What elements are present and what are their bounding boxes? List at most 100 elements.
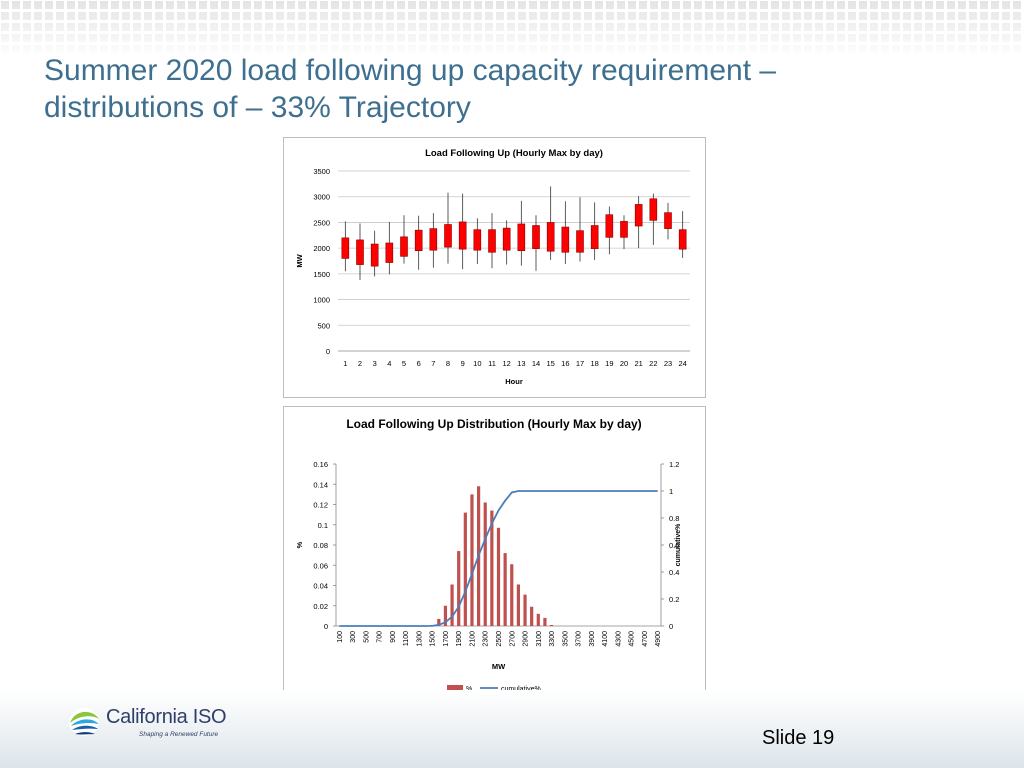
distribution-bar — [530, 606, 534, 626]
x-tick-label: 21 — [634, 359, 642, 368]
candle-body — [590, 225, 599, 249]
candle-body — [488, 229, 496, 253]
x-tick-label: 19 — [605, 359, 613, 368]
distribution-chart-svg: Load Following Up Distribution (Hourly M… — [295, 417, 682, 693]
distribution-bar — [443, 605, 448, 626]
x-tick-label: 2100 — [469, 631, 476, 647]
distribution-bar — [470, 494, 474, 626]
x-tick-label: 4500 — [629, 631, 636, 647]
x-tick-label: 5 — [402, 359, 406, 368]
candle-body — [429, 228, 438, 251]
y-tick-label: 1000 — [313, 296, 330, 305]
candle-body — [576, 230, 584, 253]
candle-body — [414, 229, 423, 252]
y-tick-label: 0.02 — [313, 602, 328, 611]
x-tick-label: 4700 — [642, 631, 649, 647]
x-tick-label: 2500 — [496, 631, 503, 647]
x-tick-label: 1900 — [456, 631, 463, 647]
y-tick-label: 0.14 — [313, 480, 328, 489]
slide-number: Slide 19 — [762, 727, 835, 749]
x-tick-label: 1 — [343, 359, 347, 368]
x-tick-label: 13 — [517, 359, 525, 368]
x-tick-label: 16 — [561, 359, 569, 368]
x-tick-label: 500 — [363, 631, 370, 643]
cumulative-line — [339, 490, 658, 627]
candlestick-chart-svg: Load Following Up (Hourly Max by day) 0 50… — [295, 148, 690, 386]
load-following-distribution-chart: Load Following Up Distribution (Hourly M… — [283, 406, 706, 703]
x-tick-label: 3900 — [589, 631, 596, 647]
x-tick-label: 4 — [387, 359, 391, 368]
x-tick-label: 3500 — [562, 631, 569, 647]
candle-body — [400, 236, 408, 257]
x-tick-label: 2700 — [509, 631, 516, 647]
distribution-bar — [536, 613, 540, 626]
distribution-bar — [437, 618, 441, 626]
y-tick-label: 1500 — [313, 270, 330, 279]
x-tick-label: 14 — [532, 359, 540, 368]
footer-band — [0, 690, 1024, 768]
x-tick-label: 12 — [502, 359, 510, 368]
x-axis-label: MW — [492, 662, 506, 671]
distribution-bar — [483, 502, 487, 626]
candle-body — [385, 242, 394, 263]
y2-tick-label: 0 — [669, 622, 673, 631]
x-tick-label: 4900 — [655, 631, 662, 647]
x-tick-label: 1700 — [443, 631, 450, 647]
distribution-bar — [549, 624, 554, 626]
distribution-bar — [457, 551, 461, 626]
y-tick-label: 500 — [317, 321, 330, 330]
candle-body — [370, 243, 379, 267]
x-tick-label: 700 — [377, 631, 384, 643]
candle-body — [546, 222, 555, 252]
y-tick-label: 0 — [324, 622, 328, 631]
x-tick-label: 10 — [473, 359, 481, 368]
x-tick-label: 3300 — [549, 631, 556, 647]
y-tick-label: 3000 — [313, 193, 330, 202]
y2-tick-label: 1.2 — [669, 460, 679, 469]
slide-title-line-1: Summer 2020 load following up capacity r… — [44, 54, 777, 87]
slide-title-line-2: distributions of – 33% Trajectory — [44, 91, 471, 124]
candle-body — [341, 237, 350, 259]
x-tick-label: 4100 — [602, 631, 609, 647]
x-tick-label: 6 — [417, 359, 421, 368]
distribution-bar — [450, 584, 454, 626]
chart-title: Load Following Up Distribution (Hourly M… — [346, 417, 641, 431]
candle-body — [356, 239, 364, 265]
legend-swatch-percent — [447, 685, 463, 691]
logo-tagline: Shaping a Renewed Future — [139, 731, 219, 738]
candle-body — [444, 224, 452, 248]
x-tick-label: 18 — [590, 359, 598, 368]
x-tick-label: 17 — [576, 359, 584, 368]
x-tick-label: 2300 — [483, 631, 490, 647]
slide-title: Summer 2020 load following up capacity r… — [44, 52, 1004, 126]
x-tick-label: 900 — [390, 631, 397, 643]
y-tick-label: 0.08 — [313, 541, 328, 550]
x-tick-label: 100 — [337, 631, 344, 643]
california-iso-swirl-icon — [69, 708, 99, 736]
x-tick-label: 1500 — [430, 631, 437, 647]
distribution-bar — [523, 594, 527, 626]
y-tick-label: 0.06 — [313, 561, 328, 570]
candle-body — [532, 225, 540, 249]
y-tick-label: 2000 — [313, 244, 330, 253]
candle-body — [649, 198, 658, 221]
x-tick-label: 1300 — [416, 631, 423, 647]
load-following-hourly-chart: Load Following Up (Hourly Max by day) 0 50… — [283, 137, 706, 398]
x-tick-label: 300 — [350, 631, 357, 643]
distribution-bar — [543, 617, 547, 626]
y2-tick-label: 0.2 — [669, 595, 679, 604]
x-tick-label: 23 — [664, 359, 672, 368]
x-tick-label: 22 — [649, 359, 657, 368]
y2-tick-label: 0.4 — [669, 568, 679, 577]
candle-body — [502, 227, 511, 251]
distribution-bar — [463, 512, 467, 626]
candle-body — [561, 226, 570, 253]
candle-body — [605, 214, 614, 238]
y-tick-label: 0.1 — [318, 521, 328, 530]
y-tick-label: 0 — [326, 347, 330, 356]
distribution-bar — [496, 527, 501, 626]
candle-body — [473, 229, 482, 251]
logo-name: California ISO — [106, 706, 227, 728]
legend-label-percent: % — [466, 686, 472, 693]
x-tick-label: 11 — [488, 359, 496, 368]
